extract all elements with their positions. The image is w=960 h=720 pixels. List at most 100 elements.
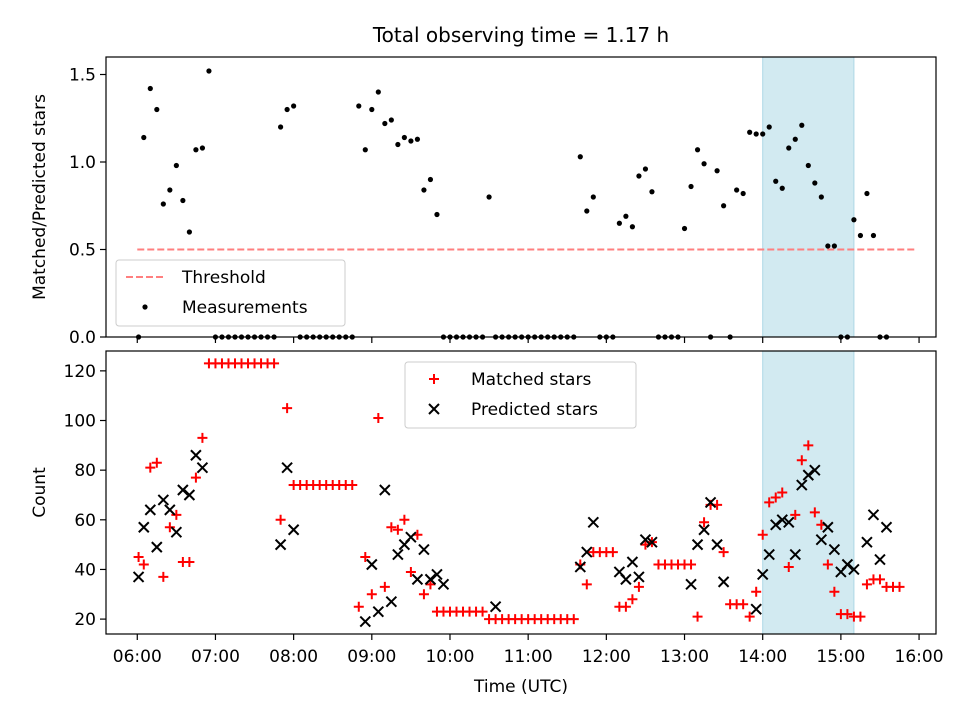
legend-matched-label: Matched stars <box>471 370 591 390</box>
x-tick-label: 06:00 <box>113 647 162 667</box>
y-tick-label: 80 <box>74 461 96 481</box>
chart-title: Total observing time = 1.17 h <box>372 23 669 47</box>
count-panel: 20 40 60 80 100 120 06:00 07:00 08:00 09:00 10:00 1… <box>30 350 944 697</box>
data-point-predicted <box>711 538 723 551</box>
x-tick-label: 15:00 <box>816 647 865 667</box>
data-point-matched <box>764 497 775 508</box>
data-point <box>401 134 407 141</box>
data-point <box>623 213 629 219</box>
data-point-predicted <box>802 469 815 481</box>
data-point <box>694 147 701 153</box>
data-point-matched <box>686 559 697 570</box>
data-point <box>857 232 864 239</box>
data-point-matched <box>568 614 579 625</box>
data-point <box>277 124 284 130</box>
data-point-matched <box>399 514 410 525</box>
data-point <box>173 162 179 169</box>
y-tick-label: 120 <box>64 362 96 382</box>
data-point <box>864 190 870 197</box>
data-point <box>870 232 877 239</box>
data-point <box>434 211 440 218</box>
data-point <box>649 189 655 195</box>
data-point <box>805 162 811 169</box>
data-point <box>825 243 831 249</box>
data-point <box>636 173 642 179</box>
data-point-predicted <box>756 568 769 581</box>
data-point-predicted <box>281 461 293 474</box>
data-point-matched <box>777 487 788 498</box>
data-point-predicted <box>815 533 828 546</box>
data-point-matched <box>581 579 592 590</box>
data-point-predicted <box>437 578 450 591</box>
data-point-predicted <box>750 603 762 615</box>
x-tick-label: 07:00 <box>191 647 240 667</box>
data-point <box>388 117 394 123</box>
y-tick-label: 1.5 <box>69 66 96 86</box>
data-point-predicted <box>581 546 593 558</box>
data-point <box>193 147 199 153</box>
data-point <box>291 103 297 109</box>
legend: Matched stars Predicted stars <box>404 361 637 429</box>
data-point-matched <box>360 552 371 563</box>
data-point <box>721 203 727 209</box>
legend-box <box>404 361 637 429</box>
data-point-matched <box>353 601 364 612</box>
data-point-predicted <box>828 543 841 556</box>
data-point-predicted <box>138 521 150 533</box>
data-point <box>180 197 186 204</box>
x-tick-label: 14:00 <box>738 647 787 667</box>
axes-frame <box>105 56 937 338</box>
data-point <box>427 176 434 183</box>
series-plus-0 <box>133 358 905 625</box>
data-point-predicted <box>405 531 417 543</box>
data-point <box>141 134 147 141</box>
data-point-matched <box>145 462 156 473</box>
data-point-predicted <box>385 596 398 608</box>
data-point <box>421 187 427 193</box>
data-point-predicted <box>190 449 202 461</box>
data-point <box>590 194 596 200</box>
data-point <box>740 190 746 197</box>
data-point <box>147 85 153 92</box>
data-point-predicted <box>809 464 821 476</box>
data-point-predicted <box>880 521 893 533</box>
data-point-matched <box>477 606 488 617</box>
data-point-predicted <box>274 538 287 551</box>
data-point-matched <box>151 457 162 468</box>
data-point-predicted <box>770 519 782 531</box>
data-point <box>160 201 166 207</box>
ratio-panel: 0.0 0.5 1.0 1.5 Matched/Predicted stars Thres… <box>30 56 937 348</box>
data-point <box>799 122 805 128</box>
y-axis-label: Matched/Predicted stars <box>30 94 50 300</box>
data-point-matched <box>757 529 768 540</box>
data-point-predicted <box>366 558 378 571</box>
data-point <box>681 225 688 232</box>
data-point-matched <box>796 455 807 466</box>
data-point <box>753 131 759 137</box>
data-point <box>206 68 212 74</box>
data-point-matched <box>822 559 833 570</box>
data-point-matched <box>184 557 195 568</box>
data-point-matched <box>392 524 403 535</box>
highlight-span <box>762 56 855 338</box>
data-point-matched <box>405 566 416 577</box>
series-dot-0 <box>135 68 890 340</box>
y-tick-label: 100 <box>64 412 96 432</box>
data-point <box>786 145 792 151</box>
data-point <box>584 208 590 214</box>
data-point-predicted <box>685 578 697 591</box>
data-point-predicted <box>144 504 157 516</box>
data-point-predicted <box>783 516 795 528</box>
data-point-matched <box>138 559 149 570</box>
data-point-predicted <box>717 576 730 588</box>
series-x-1 <box>132 449 893 628</box>
data-point <box>395 141 401 148</box>
data-point-predicted <box>841 558 854 571</box>
data-point-matched <box>386 522 397 533</box>
data-point <box>747 129 753 135</box>
data-point <box>577 154 583 160</box>
data-point <box>362 147 368 153</box>
data-point <box>760 131 766 137</box>
data-point-matched <box>190 472 201 483</box>
